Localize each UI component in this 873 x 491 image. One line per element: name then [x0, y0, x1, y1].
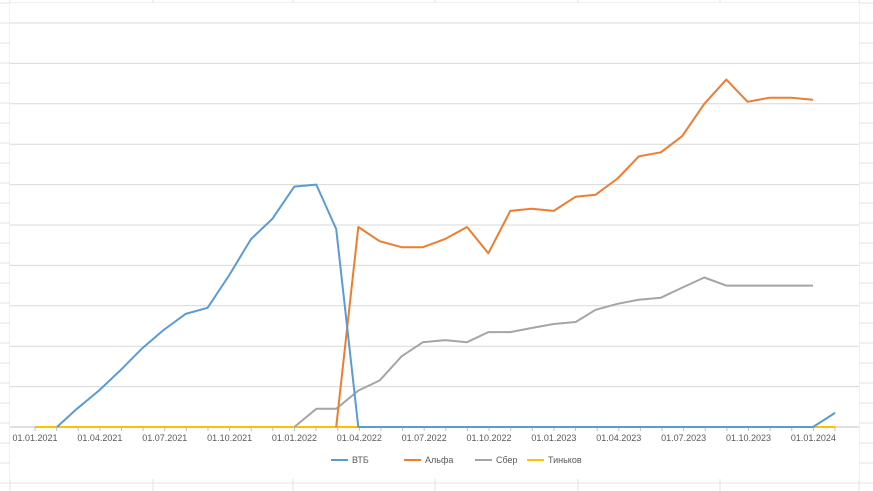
x-tick-label: 01.04.2021 — [77, 433, 122, 443]
legend-item[interactable]: Тиньков — [527, 455, 582, 465]
legend-label: ВТБ — [352, 455, 369, 465]
series-lines — [35, 78, 836, 428]
x-tick-label: 01.07.2023 — [661, 433, 706, 443]
legend-item[interactable]: ВТБ — [331, 455, 369, 465]
horizontal-gridlines — [10, 22, 859, 388]
series-line-1[interactable] — [335, 78, 814, 428]
chart-area[interactable] — [10, 3, 859, 479]
x-tick-label: 01.10.2022 — [467, 433, 512, 443]
x-tick-label: 01.01.2023 — [531, 433, 576, 443]
x-tick-label: 01.10.2021 — [207, 433, 252, 443]
x-tick-label: 01.01.2022 — [272, 433, 317, 443]
legend[interactable]: ВТБ Альфа Сбер Тиньков — [331, 455, 582, 465]
x-tick-label: 01.01.2024 — [791, 433, 836, 443]
x-tick-label: 01.04.2022 — [337, 433, 382, 443]
x-tick-label: 01.07.2022 — [402, 433, 447, 443]
x-tick-label: 01.07.2021 — [142, 433, 187, 443]
legend-label: Сбер — [496, 455, 518, 465]
x-tick-label: 01.10.2023 — [726, 433, 771, 443]
x-tick-label: 01.04.2023 — [596, 433, 641, 443]
legend-label: Тиньков — [548, 455, 582, 465]
legend-item[interactable]: Сбер — [475, 455, 518, 465]
legend-label: Альфа — [425, 455, 453, 465]
series-line-0[interactable] — [56, 183, 836, 428]
x-axis: 01.01.2021 01.04.2021 01.07.2021 01.10.2021… — [10, 426, 859, 443]
x-tick-label: 01.01.2021 — [12, 433, 57, 443]
series-line-2[interactable] — [293, 276, 813, 428]
legend-item[interactable]: Альфа — [404, 455, 453, 465]
